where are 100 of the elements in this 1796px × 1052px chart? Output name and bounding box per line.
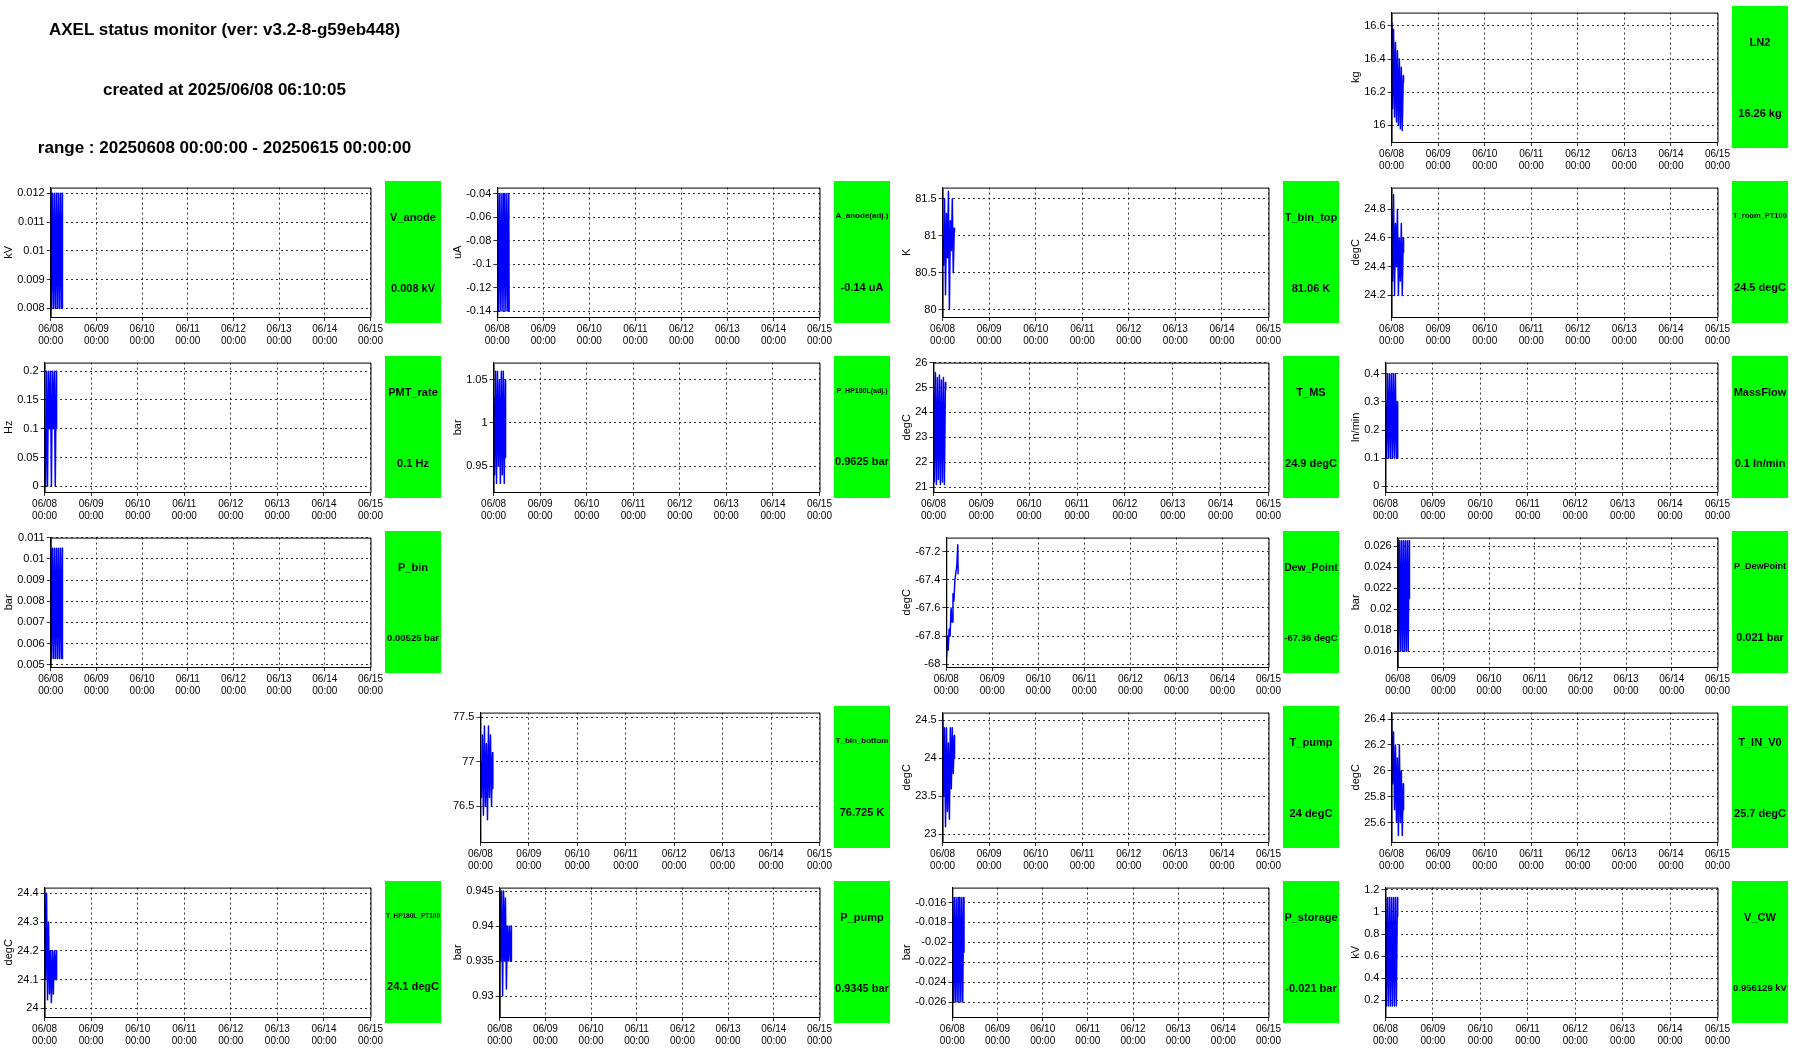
y-tick-label: 21 (915, 480, 928, 493)
y-tick-label: 0.95 (466, 459, 488, 472)
status-box: T_pump 24 degC (1283, 706, 1339, 848)
text: range : 20250608 00:00:00 - 20250615 00:00:00 (36, 138, 413, 158)
x-tick-label: 06/09 00:00 (968, 497, 995, 521)
x-tick-label: 06/10 00:00 (1467, 497, 1494, 521)
y-tick-label: -0.1 (472, 257, 492, 270)
x-tick-label: 06/08 00:00 (1372, 1022, 1399, 1046)
y-tick-label: 24.8 (1364, 202, 1386, 215)
y-tick-label: 16 (1373, 118, 1386, 131)
y-tick-label: 0.94 (472, 919, 494, 932)
x-tick-label: 06/08 00:00 (930, 322, 956, 346)
y-tick-label: -0.022 (915, 955, 947, 968)
x-tick-label: 06/15 00:00 (1704, 147, 1731, 171)
x-tick-label: 06/15 00:00 (1704, 322, 1731, 346)
y-axis-title: Hz (1, 420, 14, 435)
x-tick-label: 06/11 00:00 (175, 322, 201, 346)
y-axis-title: kV (1348, 945, 1361, 959)
status-box: T_MS 24.9 degC (1283, 356, 1339, 498)
status-box: MassFlow 0.1 ln/min (1732, 356, 1788, 498)
y-tick-label: 0.018 (1364, 623, 1392, 636)
text: created at 2025/06/08 06:10:05 (102, 80, 347, 100)
status-box: P_pump 0.9345 bar (834, 881, 890, 1023)
x-tick-label: 06/08 00:00 (930, 847, 956, 871)
y-tick-label: 0.01 (23, 243, 45, 256)
x-tick-label: 06/12 00:00 (1120, 1022, 1146, 1046)
x-tick-label: 06/15 00:00 (806, 847, 833, 871)
x-tick-label: 06/09 00:00 (976, 322, 1003, 346)
y-tick-label: 0.011 (18, 530, 45, 543)
status-box: T_bin_top 81.06 K (1283, 181, 1339, 323)
y-tick-label: 0 (32, 479, 39, 492)
x-tick-label: 06/15 00:00 (1704, 497, 1731, 521)
y-tick-label: 0.1 (23, 421, 39, 434)
x-tick-label: 06/09 00:00 (1420, 497, 1446, 521)
y-tick-label: -67.6 (915, 600, 941, 613)
status-box: T_bin_bottom 76.725 K (834, 706, 890, 848)
status-box: T_IN_V0 25.7 degC (1732, 706, 1788, 848)
status-box: LN2 16.26 kg (1732, 6, 1788, 148)
x-tick-label: 06/15 00:00 (1255, 497, 1282, 521)
y-tick-label: -0.018 (915, 915, 947, 928)
x-tick-label: 06/11 00:00 (175, 672, 201, 696)
x-tick-label: 06/08 00:00 (933, 672, 960, 696)
x-tick-label: 06/13 00:00 (266, 322, 293, 346)
y-tick-label: 16.4 (1364, 52, 1386, 65)
x-tick-label: 06/09 00:00 (530, 322, 557, 346)
y-tick-label: 0.93 (472, 989, 494, 1002)
x-tick-label: 06/12 00:00 (1565, 847, 1591, 871)
y-axis-title: degC (1348, 239, 1361, 266)
x-tick-label: 06/08 00:00 (467, 847, 494, 871)
y-tick-label: 0.024 (1364, 560, 1392, 573)
x-tick-label: 06/09 00:00 (1425, 847, 1452, 871)
x-tick-label: 06/12 00:00 (668, 322, 695, 346)
x-tick-label: 06/11 00:00 (1069, 847, 1096, 871)
x-tick-label: 06/13 00:00 (713, 497, 740, 521)
x-tick-label: 06/10 00:00 (1467, 1022, 1494, 1046)
x-tick-label: 06/12 00:00 (1116, 847, 1142, 871)
x-tick-label: 06/13 00:00 (1611, 147, 1638, 171)
x-tick-label: 06/10 00:00 (129, 322, 156, 346)
y-tick-label: -0.06 (466, 210, 492, 223)
x-tick-label: 06/10 00:00 (1472, 147, 1498, 171)
x-tick-label: 06/14 00:00 (311, 1022, 337, 1046)
y-tick-label: 1 (481, 416, 488, 429)
x-tick-label: 06/15 00:00 (357, 672, 384, 696)
x-tick-label: 06/15 00:00 (1255, 672, 1282, 696)
x-tick-label: 06/11 00:00 (1518, 847, 1545, 871)
x-tick-label: 06/09 00:00 (1425, 147, 1452, 171)
x-tick-label: 06/13 00:00 (264, 1022, 291, 1046)
y-tick-label: 24.2 (17, 943, 39, 956)
x-tick-label: 06/14 00:00 (1210, 1022, 1237, 1046)
y-tick-label: 81.5 (915, 191, 937, 204)
x-tick-label: 06/08 00:00 (32, 1022, 58, 1046)
y-tick-label: 80 (924, 302, 937, 315)
x-tick-label: 06/08 00:00 (484, 322, 511, 346)
x-tick-label: 06/09 00:00 (83, 672, 110, 696)
y-tick-label: 24.3 (17, 915, 39, 928)
x-tick-label: 06/10 00:00 (1472, 847, 1498, 871)
x-tick-label: 06/10 00:00 (129, 672, 156, 696)
x-tick-label: 06/08 00:00 (920, 497, 947, 521)
x-tick-label: 06/13 00:00 (1162, 322, 1189, 346)
x-tick-label: 06/10 00:00 (578, 1022, 605, 1046)
y-tick-label: 76.5 (452, 799, 475, 812)
x-tick-label: 06/15 00:00 (1255, 322, 1282, 346)
x-tick-label: 06/13 00:00 (264, 497, 291, 521)
y-tick-label: 25.8 (1364, 789, 1386, 802)
x-tick-label: 06/13 00:00 (1162, 847, 1189, 871)
y-axis-title: bar (1348, 594, 1361, 611)
x-tick-label: 06/13 00:00 (1611, 322, 1638, 346)
y-tick-label: -67.4 (915, 572, 941, 585)
y-tick-label: 26 (915, 355, 928, 368)
y-tick-label: -0.02 (921, 935, 947, 948)
y-tick-label: 0.008 (17, 301, 45, 314)
x-tick-label: 06/11 00:00 (1518, 322, 1545, 346)
x-tick-label: 06/10 00:00 (1023, 847, 1049, 871)
y-tick-label: 24.6 (1364, 230, 1386, 243)
y-tick-label: 0.8 (1364, 927, 1380, 940)
x-tick-label: 06/14 00:00 (1209, 847, 1235, 871)
status-box: A_anode(adj.) -0.14 uA (834, 181, 890, 323)
y-tick-label: 1.05 (466, 372, 488, 385)
x-tick-label: 06/09 00:00 (527, 497, 554, 521)
x-tick-label: 06/11 00:00 (1064, 497, 1090, 521)
